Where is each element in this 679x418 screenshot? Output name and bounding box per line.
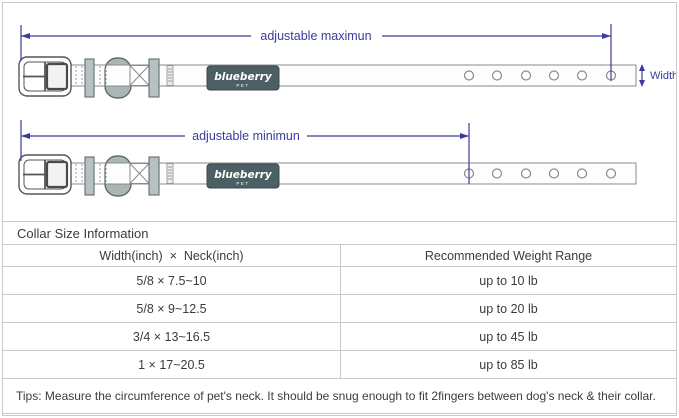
size-cell: 5/8 × 9~12.5 — [3, 295, 341, 322]
dimension-max — [20, 24, 612, 81]
tips-row: Tips: Measure the circumference of pet's… — [3, 379, 676, 414]
table-row: 5/8 × 7.5~10 up to 10 lb — [3, 267, 676, 295]
collar-upper — [17, 55, 638, 100]
table-row: 1 × 17~20.5 up to 85 lb — [3, 351, 676, 379]
weight-cell: up to 45 lb — [479, 329, 538, 344]
arrowhead-up-icon — [639, 64, 645, 71]
width-label: Width — [650, 70, 676, 82]
arrowhead-right-icon — [602, 33, 611, 39]
collar-lower — [17, 153, 638, 198]
column-header-size: Width(inch) × Neck(inch) — [3, 245, 341, 266]
adjustable-maximum-label: adjustable maximun — [260, 29, 371, 43]
table-header-row: Width(inch) × Neck(inch) Recommended Wei… — [3, 245, 676, 267]
table-row: 5/8 × 9~12.5 up to 20 lb — [3, 295, 676, 323]
dimension-width — [639, 64, 645, 87]
size-cell: 1 × 17~20.5 — [3, 351, 341, 378]
arrowhead-down-icon — [639, 80, 645, 87]
collar-diagram: blueberry PET — [17, 24, 676, 198]
weight-cell: up to 85 lb — [479, 357, 538, 372]
arrowhead-left-icon — [21, 133, 30, 139]
arrowhead-left-icon — [21, 33, 30, 39]
dimension-min — [20, 120, 470, 184]
arrowhead-right-icon — [460, 133, 469, 139]
tips-text: Tips: Measure the circumference of pet's… — [16, 389, 656, 403]
weight-cell: up to 10 lb — [479, 273, 538, 288]
table-title: Collar Size Information — [17, 225, 149, 241]
size-cell: 5/8 × 7.5~10 — [3, 267, 341, 294]
table-title-row: Collar Size Information — [3, 222, 676, 245]
adjustable-minimum-label: adjustable minimun — [192, 129, 300, 143]
column-header-weight: Recommended Weight Range — [424, 248, 593, 263]
table-row: 3/4 × 13~16.5 up to 45 lb — [3, 323, 676, 351]
size-cell: 3/4 × 13~16.5 — [3, 323, 341, 350]
weight-cell: up to 20 lb — [479, 301, 538, 316]
collar-size-table: Collar Size Information Width(inch) × Ne… — [3, 221, 676, 414]
